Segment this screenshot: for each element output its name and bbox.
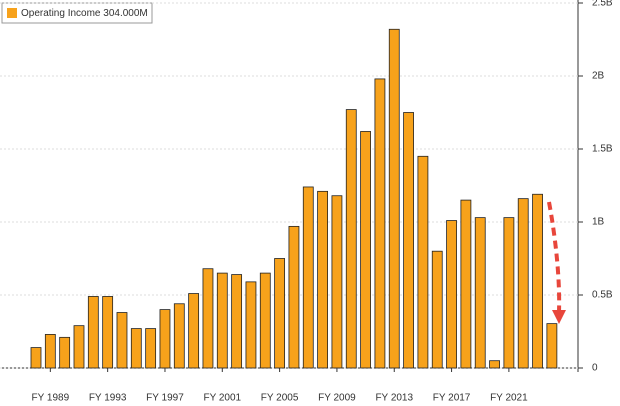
bar — [317, 190, 329, 369]
bar — [73, 325, 85, 369]
trend-arrow — [547, 201, 566, 324]
bar — [474, 217, 486, 369]
bar — [159, 309, 171, 369]
bar — [87, 296, 99, 369]
bar — [173, 303, 185, 369]
x-tick-label: FY 1997 — [146, 393, 184, 404]
bar — [388, 28, 400, 369]
x-tick-label: FY 1993 — [89, 393, 127, 404]
bar — [374, 78, 386, 369]
bar — [130, 328, 142, 369]
bar — [202, 268, 214, 369]
bar — [460, 199, 472, 369]
y-tick-label: 0 — [592, 363, 598, 374]
bar — [245, 281, 257, 369]
bar — [102, 296, 114, 369]
y-tick-label: 2B — [592, 71, 605, 82]
bar — [259, 272, 271, 369]
bar — [30, 347, 42, 369]
x-tick-label: FY 2013 — [375, 393, 413, 404]
bar — [231, 274, 243, 369]
bar — [532, 193, 543, 369]
y-tick-label: 2.5B — [592, 0, 613, 9]
legend-swatch — [7, 8, 17, 18]
bar — [44, 334, 56, 369]
bar — [360, 131, 371, 369]
bar — [116, 312, 128, 369]
bar — [59, 336, 71, 369]
bar — [403, 112, 414, 369]
y-tick-label: 1B — [592, 217, 605, 228]
x-tick-label: FY 2021 — [490, 393, 528, 404]
bar — [431, 250, 443, 369]
x-tick-label: FY 2017 — [433, 393, 471, 404]
bar — [417, 155, 429, 369]
bar — [331, 195, 343, 369]
bar — [546, 323, 558, 369]
bar — [345, 109, 357, 369]
x-tick-label: FY 1989 — [32, 393, 70, 404]
bar — [188, 293, 200, 369]
x-tick-label: FY 2005 — [261, 393, 299, 404]
bar — [145, 328, 157, 369]
x-tick-label: FY 2009 — [318, 393, 356, 404]
x-tick-label: FY 2001 — [203, 393, 241, 404]
bar — [503, 217, 515, 369]
bar — [216, 272, 228, 369]
bar — [288, 225, 300, 369]
bar — [489, 360, 500, 369]
bar — [274, 258, 286, 369]
y-tick-label: 0.5B — [592, 290, 613, 301]
legend-label: Operating Income 304.000M — [21, 8, 148, 19]
bar — [446, 220, 457, 369]
bar — [302, 186, 314, 369]
bar — [517, 198, 529, 369]
y-tick-label: 1.5B — [592, 144, 613, 155]
